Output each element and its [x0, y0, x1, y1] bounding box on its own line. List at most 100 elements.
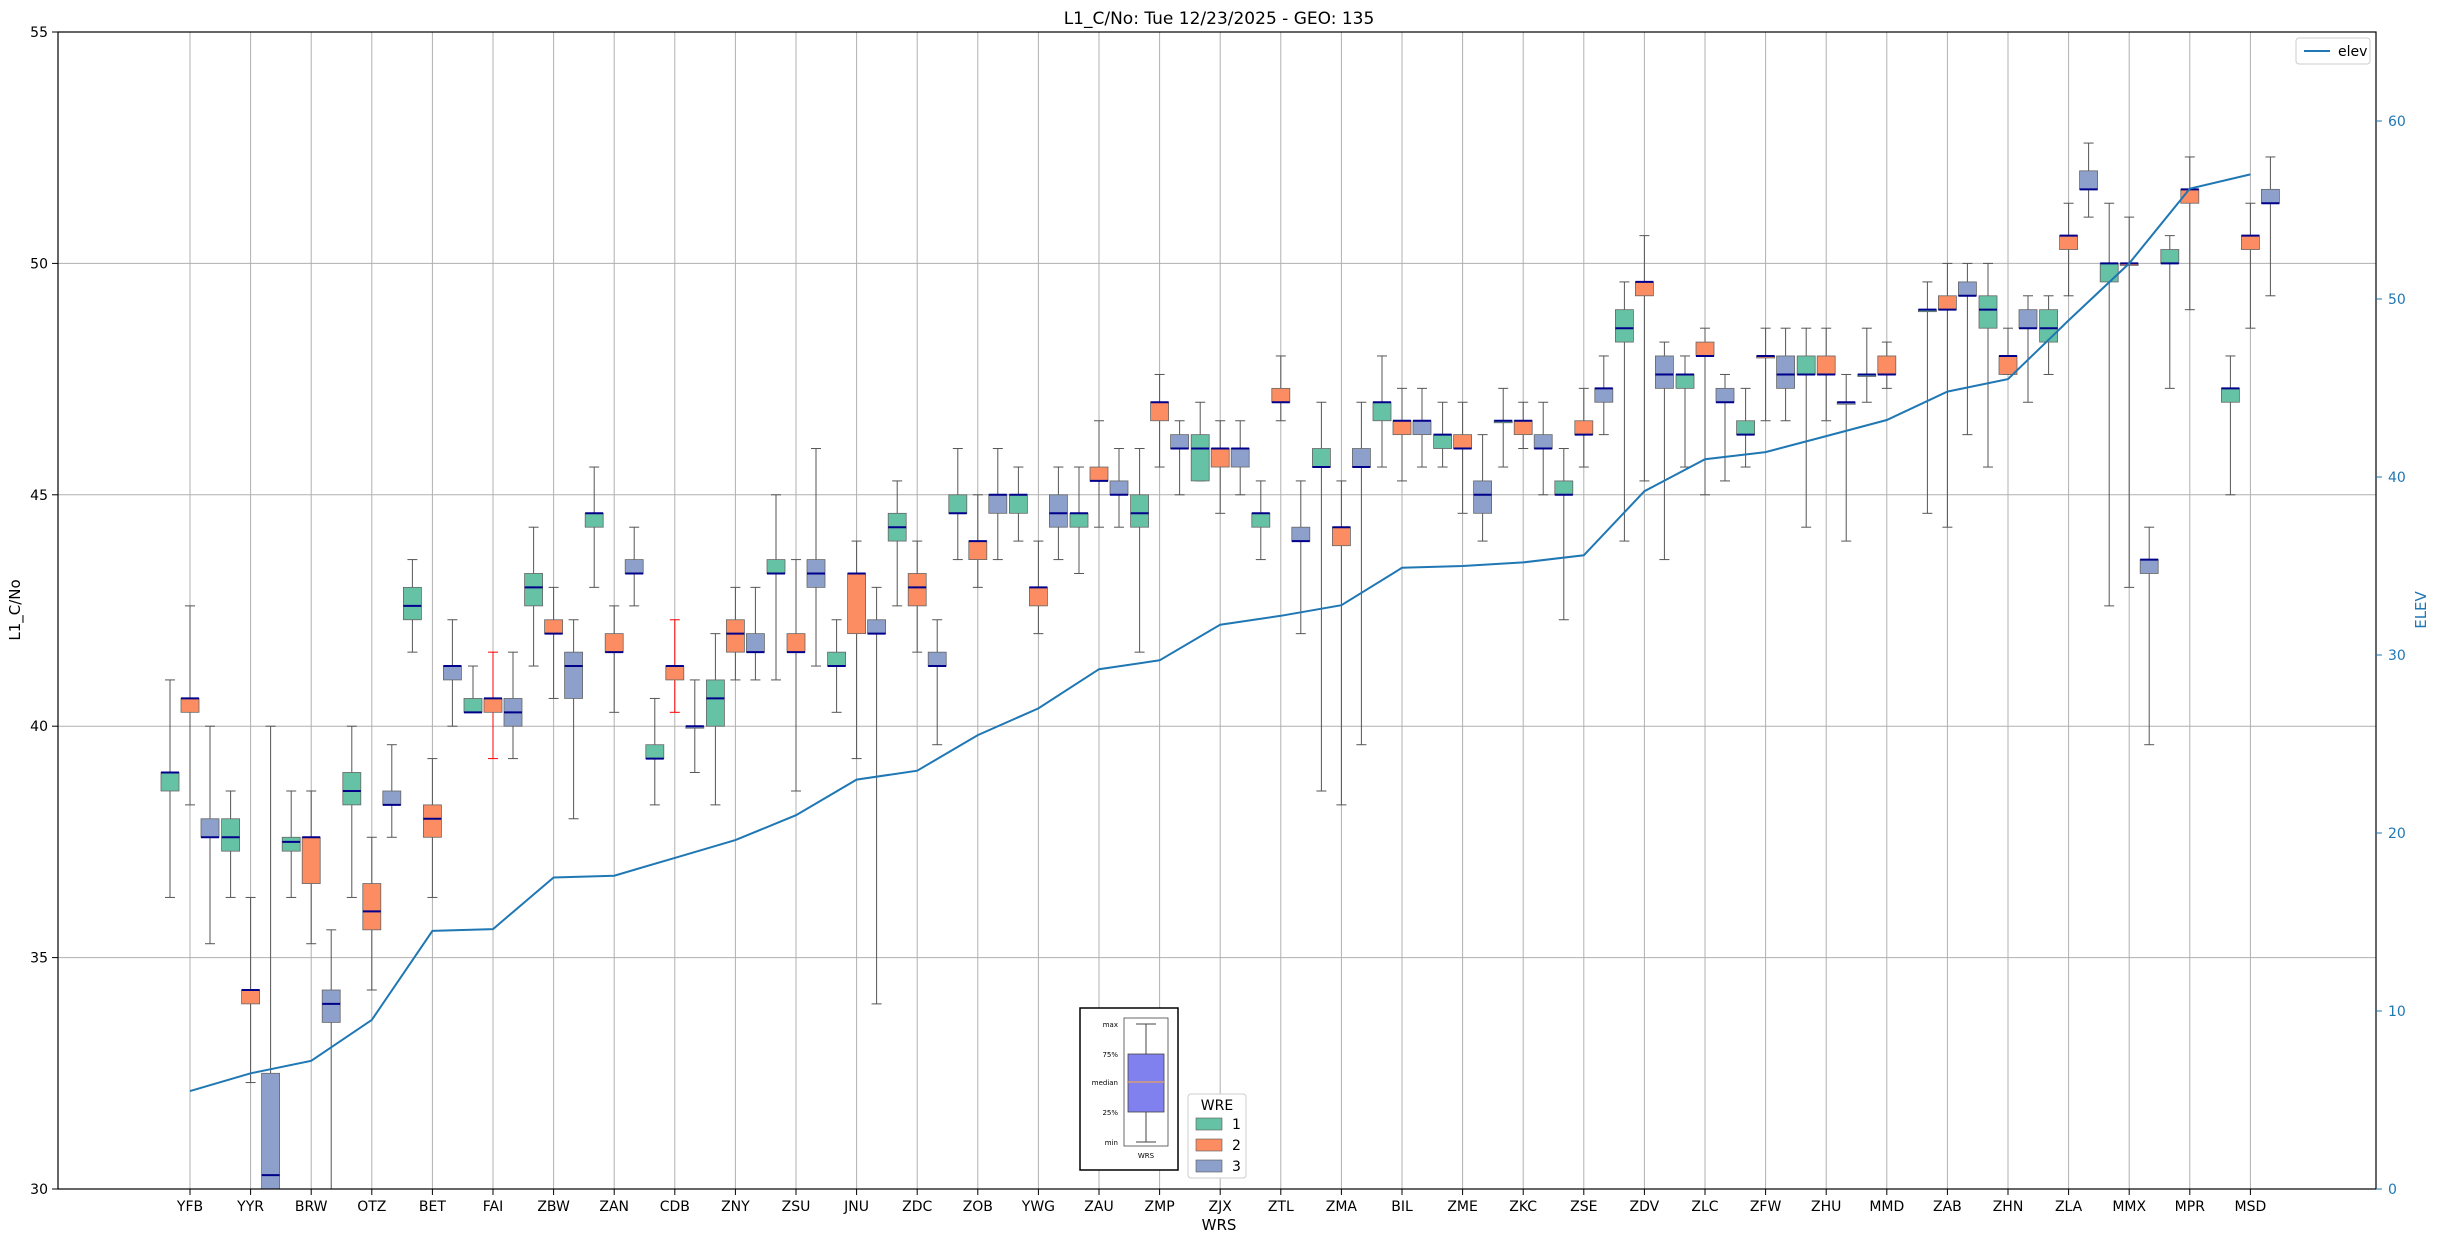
box-iqr	[1978, 295, 1998, 329]
wre-legend-label-3: 3	[1232, 1159, 1241, 1175]
box-ZMP-wre3	[1170, 420, 1189, 496]
x-tick-label: BRW	[295, 1199, 328, 1215]
box-iqr	[200, 818, 220, 838]
x-tick-label: OTZ	[357, 1199, 386, 1215]
box-iqr	[483, 698, 503, 713]
box-iqr	[281, 836, 301, 852]
box-iqr	[1271, 387, 1291, 403]
box-YFB-wre3	[200, 725, 220, 945]
box-iqr	[2260, 188, 2280, 204]
box-iqr	[342, 772, 362, 806]
box-iqr	[1109, 480, 1129, 496]
box-iqr	[1089, 466, 1109, 482]
box-iqr	[645, 744, 665, 759]
y-right-tick-label: 40	[2388, 470, 2406, 486]
box-iqr	[1877, 355, 1897, 375]
box-ZNY-wre3	[746, 586, 765, 681]
box-ZLC-wre1	[1675, 355, 1695, 468]
box-ZBW-wre1	[524, 526, 543, 667]
box-iqr	[786, 633, 806, 653]
x-tick-label: YFB	[176, 1199, 203, 1215]
x-tick-label: ZAN	[599, 1199, 629, 1215]
box-ZKC-wre1	[1493, 387, 1513, 468]
box-iqr	[160, 772, 180, 792]
y-right-tick-label: 0	[2388, 1182, 2397, 1198]
y-tick-label: 30	[30, 1182, 48, 1198]
box-BET-wre3	[442, 619, 462, 727]
chart-title: L1_C/No: Tue 12/23/2025 - GEO: 135	[1064, 9, 1375, 29]
box-ZSE-wre3	[1594, 355, 1614, 436]
box-ZHU-wre1	[1796, 327, 1816, 528]
x-tick-label: ZSU	[782, 1199, 811, 1215]
box-iqr	[1170, 434, 1189, 449]
box-ZTL-wre3	[1291, 480, 1311, 635]
box-CDB-wre2	[665, 619, 685, 713]
box-ZMP-wre2	[1150, 373, 1169, 468]
box-ZKC-wre3	[1533, 401, 1553, 496]
box-ZJX-wre3	[1230, 420, 1250, 496]
box-iqr	[402, 586, 422, 621]
wre-legend: WRE 1 2 3	[1187, 1093, 1247, 1179]
box-iqr	[442, 665, 462, 681]
x-tick-label: ZNY	[721, 1199, 750, 1215]
box-iqr	[1615, 309, 1634, 343]
box-ZFW-wre1	[1736, 387, 1755, 468]
y-right-tick-label: 20	[2388, 826, 2406, 842]
box-JNU-wre3	[867, 586, 886, 1005]
box-MMX-wre3	[2139, 526, 2159, 746]
box-iqr	[827, 651, 846, 667]
box-iqr	[1574, 420, 1594, 436]
y-right-tick-label: 30	[2388, 648, 2406, 664]
box-YFB-wre1	[160, 679, 180, 898]
box-iqr	[422, 804, 442, 838]
box-iqr	[1190, 434, 1210, 482]
x-tick-label: FAI	[483, 1199, 503, 1215]
x-tick-label: ZBW	[537, 1199, 570, 1215]
box-iqr	[2240, 235, 2260, 250]
x-tick-label: CDB	[660, 1199, 690, 1215]
box-iqr	[1130, 494, 1149, 528]
box-ZOB-wre2	[968, 494, 988, 588]
box-ZAU-wre2	[1089, 420, 1109, 528]
box-ZNY-wre2	[726, 586, 745, 681]
x-tick-label: ZMP	[1145, 1199, 1175, 1215]
box-ZLA-wre3	[2079, 142, 2099, 218]
box-ZAU-wre1	[1069, 466, 1089, 574]
elev-legend: elev	[2295, 37, 2371, 65]
box-iqr	[1049, 494, 1068, 528]
box-YWG-wre1	[1009, 466, 1028, 542]
box-iqr	[1251, 512, 1271, 528]
box-iqr	[746, 633, 765, 653]
x-tick-label: ZKC	[1509, 1199, 1537, 1215]
box-iqr	[1332, 526, 1351, 547]
inset-label-median: median	[1092, 1079, 1118, 1087]
right-axis: 0 10 20 30 40 50 60	[2376, 114, 2406, 1198]
box-ZMP-wre1	[1130, 448, 1149, 653]
box-iqr	[665, 665, 685, 681]
box-iqr	[1776, 355, 1795, 389]
wre-legend-label-2: 2	[1232, 1138, 1241, 1154]
box-iqr	[362, 883, 382, 931]
wre-legend-swatch-3	[1195, 1159, 1223, 1173]
box-iqr	[726, 619, 745, 653]
box-ZLA-wre1	[2039, 295, 2058, 375]
x-tick-label: ZMA	[1326, 1199, 1358, 1215]
box-iqr	[624, 559, 644, 574]
left-axis: 30 35 40 45 50 55	[30, 25, 58, 1198]
inset-xlabel: WRS	[1138, 1152, 1155, 1160]
box-iqr	[321, 989, 341, 1023]
box-ZDC-wre3	[927, 619, 947, 746]
box-CDB-wre3	[685, 679, 705, 773]
box-MPR-wre1	[2160, 235, 2180, 389]
box-ZMA-wre2	[1332, 480, 1351, 806]
box-BRW-wre3	[321, 929, 341, 1189]
x-tick-label: MMX	[2112, 1199, 2146, 1215]
box-ZJX-wre1	[1190, 401, 1210, 482]
box-YYR-wre1	[221, 790, 241, 898]
box-iqr	[2039, 309, 2058, 343]
box-iqr	[1938, 295, 1957, 311]
x-tick-label: ZAB	[1933, 1199, 1962, 1215]
box-iqr	[1392, 420, 1412, 436]
x-tick-label: ZJX	[1209, 1199, 1233, 1215]
